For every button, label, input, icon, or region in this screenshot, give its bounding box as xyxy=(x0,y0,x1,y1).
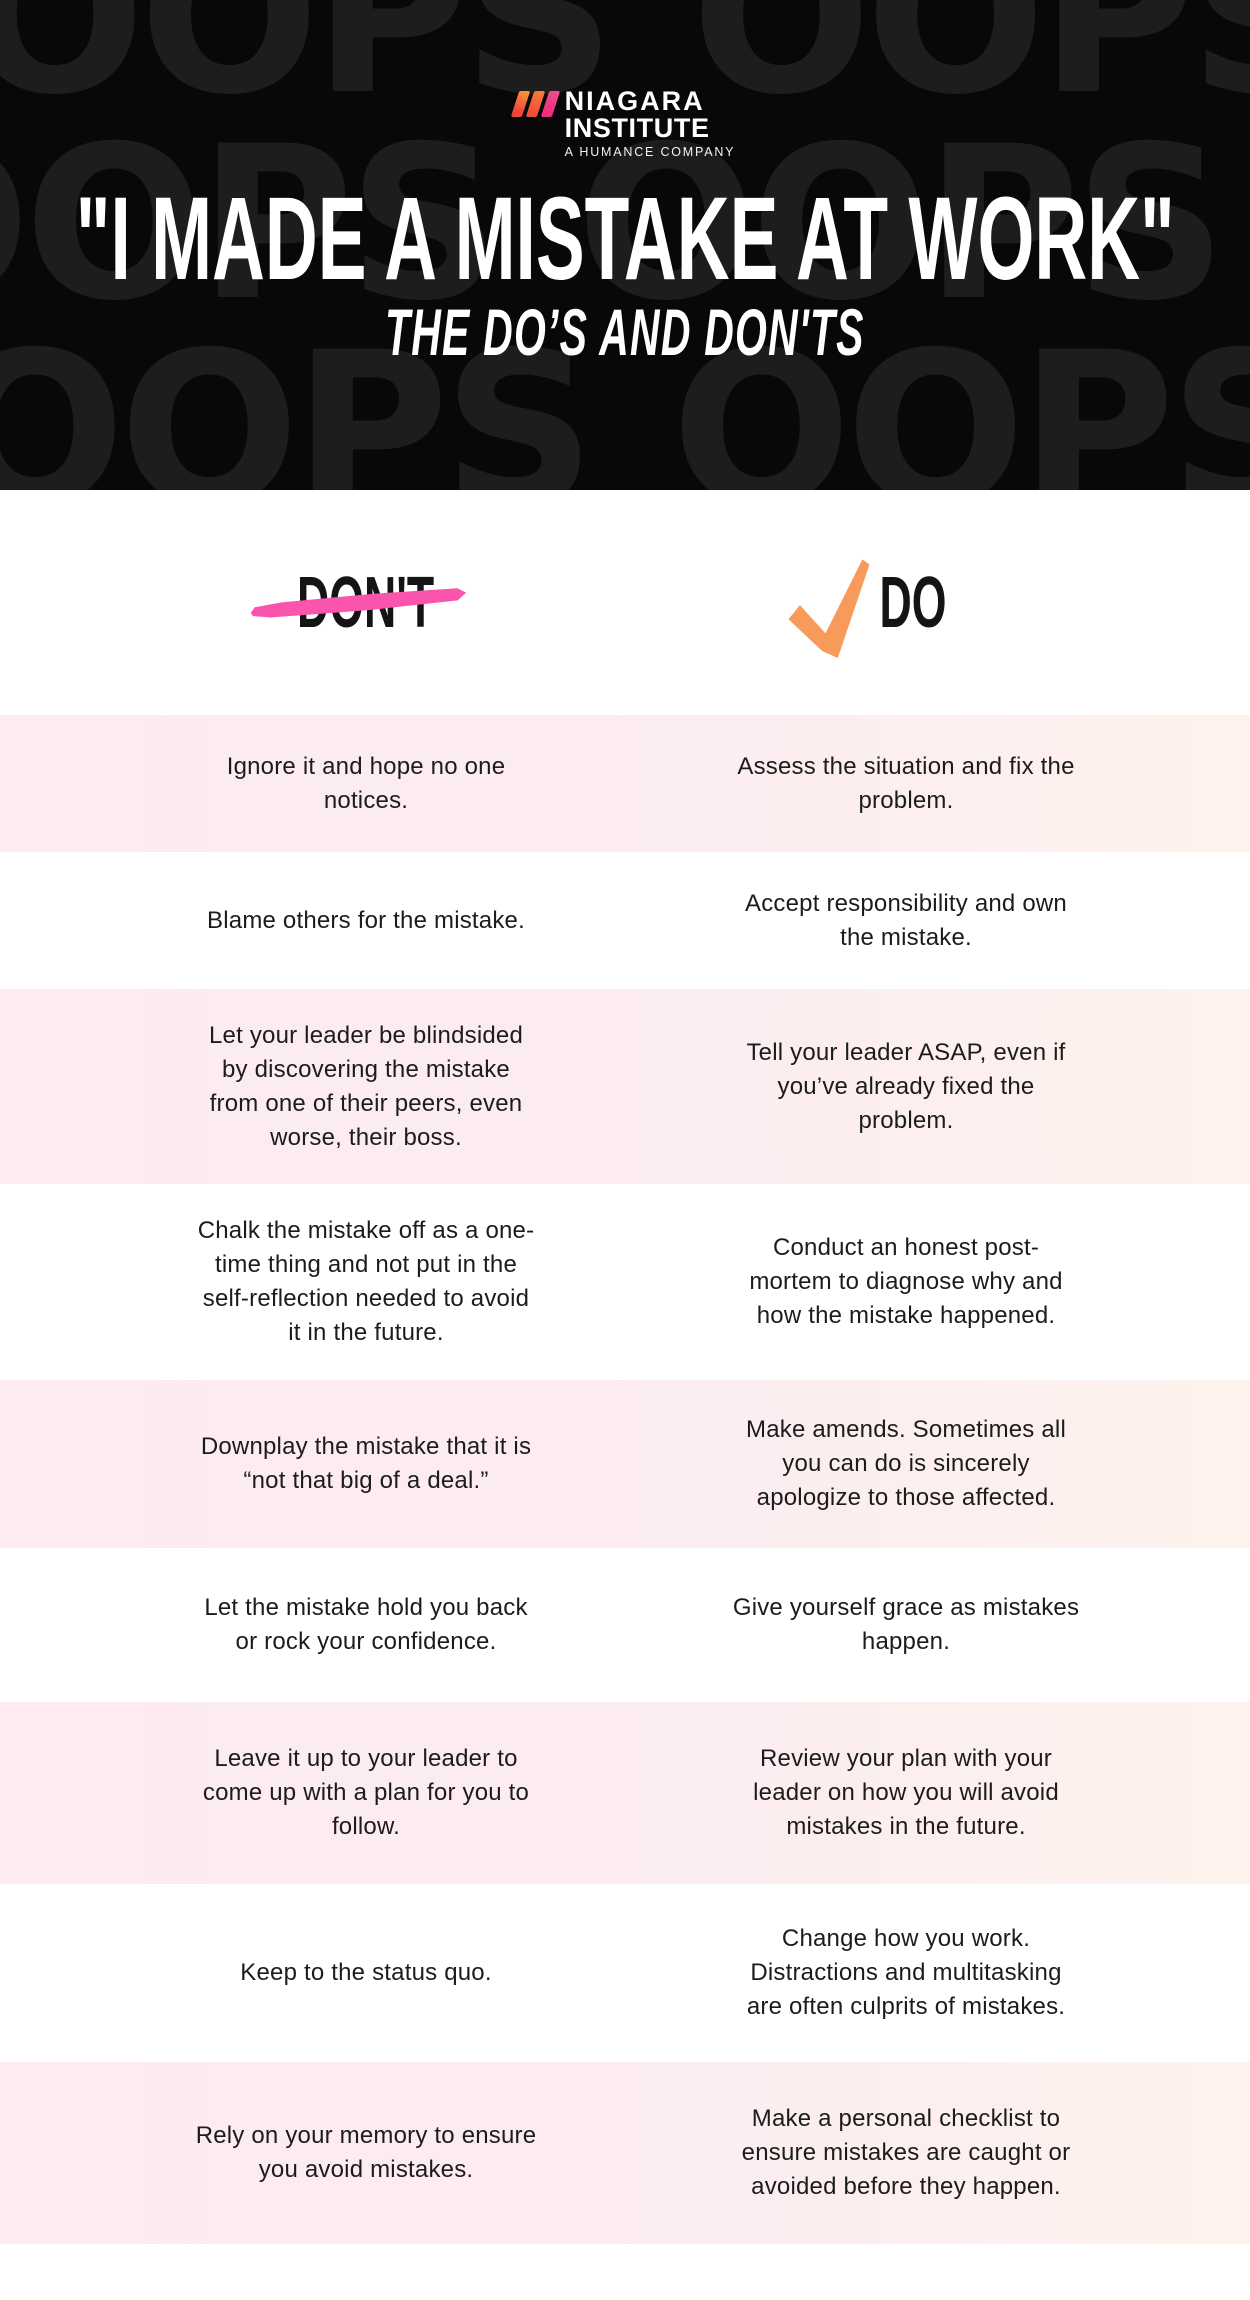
dont-text: Keep to the status quo. xyxy=(240,1959,492,1986)
do-label: DO xyxy=(879,562,947,643)
dont-cell: Let your leader be blindsided by discove… xyxy=(96,989,636,1184)
do-text: Review your plan with your leader on how… xyxy=(753,1745,1059,1840)
page-title: "I MADE A MISTAKE AT WORK" xyxy=(75,173,1175,305)
dont-text: Ignore it and hope no one notices. xyxy=(226,752,506,814)
do-cell: Accept responsibility and own the mistak… xyxy=(636,852,1176,989)
dont-cell: Rely on your memory to ensure you avoid … xyxy=(96,2062,636,2244)
dont-cell: Downplay the mistake that it is “not tha… xyxy=(96,1380,636,1548)
column-headers: DON'T DO xyxy=(0,490,1250,715)
table-row: Leave it up to your leader to come up wi… xyxy=(0,1702,1250,1884)
oops-background-text: OOPS OOPS OOPS OOPS xyxy=(0,100,1250,347)
do-text: Conduct an honest post- mortem to diagno… xyxy=(749,1234,1063,1329)
logo-name-line2: INSTITUTE xyxy=(564,113,710,143)
dont-column-header: DON'T xyxy=(255,567,476,639)
table-row: Ignore it and hope no one notices. Asses… xyxy=(0,715,1250,852)
do-cell: Make a personal checklist to ensure mist… xyxy=(636,2062,1176,2244)
bottom-spacer xyxy=(0,2244,1250,2300)
do-cell: Tell your leader ASAP, even if you’ve al… xyxy=(636,989,1176,1184)
do-text: Give yourself grace as mistakes happen. xyxy=(732,1594,1080,1655)
oops-background-text: OOPS OOPS OOPS OOPS xyxy=(0,0,1250,141)
do-cell: Change how you work. Distractions and mu… xyxy=(636,1884,1176,2062)
dont-text: Blame others for the mistake. xyxy=(207,906,525,934)
do-text: Accept responsibility and own the mistak… xyxy=(745,889,1067,951)
page-subtitle: THE DO’S AND DON'TS xyxy=(385,295,865,370)
dont-text: Chalk the mistake off as a one- time thi… xyxy=(197,1217,535,1346)
table-row: Let the mistake hold you back or rock yo… xyxy=(0,1548,1250,1702)
dont-cell: Blame others for the mistake. xyxy=(96,852,636,989)
logo-tagline: A HUMANCE COMPANY xyxy=(564,145,736,159)
table-row: Chalk the mistake off as a one- time thi… xyxy=(0,1184,1250,1380)
do-text: Change how you work. Distractions and mu… xyxy=(746,1925,1066,2020)
hero-content: NIAGARA INSTITUTE A HUMANCE COMPANY "I M… xyxy=(0,0,1250,370)
do-cell: Assess the situation and fix the problem… xyxy=(636,715,1176,852)
dont-cell: Keep to the status quo. xyxy=(96,1884,636,2062)
table-row: Rely on your memory to ensure you avoid … xyxy=(0,2062,1250,2244)
logo-text: NIAGARA INSTITUTE A HUMANCE COMPANY xyxy=(565,88,736,161)
dont-cell: Let the mistake hold you back or rock yo… xyxy=(96,1548,636,1702)
do-cell: Give yourself grace as mistakes happen. xyxy=(636,1548,1176,1702)
do-text: Tell your leader ASAP, even if you’ve al… xyxy=(746,1038,1066,1134)
do-cell: Make amends. Sometimes all you can do is… xyxy=(636,1380,1176,1548)
dont-cell: Chalk the mistake off as a one- time thi… xyxy=(96,1184,636,1380)
checkmark-icon xyxy=(788,558,870,658)
dont-cell: Ignore it and hope no one notices. xyxy=(96,715,636,852)
logo-name-line1: NIAGARA xyxy=(564,86,705,116)
dont-text: Let the mistake hold you back or rock yo… xyxy=(204,1594,528,1655)
do-text: Make a personal checklist to ensure mist… xyxy=(741,2105,1071,2200)
table-row: Keep to the status quo. Change how you w… xyxy=(0,1884,1250,2062)
dont-text: Rely on your memory to ensure you avoid … xyxy=(195,2122,537,2183)
dos-donts-table: Ignore it and hope no one notices. Asses… xyxy=(0,715,1250,2244)
hero-header: OOPS OOPS OOPS OOPS OOPS OOPS OOPS OOPS … xyxy=(0,0,1250,490)
dont-text: Let your leader be blindsided by discove… xyxy=(208,1021,523,1151)
do-text: Make amends. Sometimes all you can do is… xyxy=(746,1416,1066,1511)
dont-text: Leave it up to your leader to come up wi… xyxy=(202,1745,530,1840)
table-row: Let your leader be blindsided by discove… xyxy=(0,989,1250,1184)
dont-text: Downplay the mistake that it is “not tha… xyxy=(200,1433,532,1494)
table-row: Blame others for the mistake. Accept res… xyxy=(0,852,1250,989)
oops-background-text: OOPS OOPS OOPS OOPS xyxy=(0,306,1250,491)
table-row: Downplay the mistake that it is “not tha… xyxy=(0,1380,1250,1548)
do-cell: Conduct an honest post- mortem to diagno… xyxy=(636,1184,1176,1380)
niagara-institute-logo: NIAGARA INSTITUTE A HUMANCE COMPANY xyxy=(510,88,736,161)
do-text: Assess the situation and fix the problem… xyxy=(737,752,1075,814)
dont-cell: Leave it up to your leader to come up wi… xyxy=(96,1702,636,1884)
do-cell: Review your plan with your leader on how… xyxy=(636,1702,1176,1884)
logo-stripes-icon xyxy=(510,91,560,117)
do-column-header: DO xyxy=(785,557,967,658)
